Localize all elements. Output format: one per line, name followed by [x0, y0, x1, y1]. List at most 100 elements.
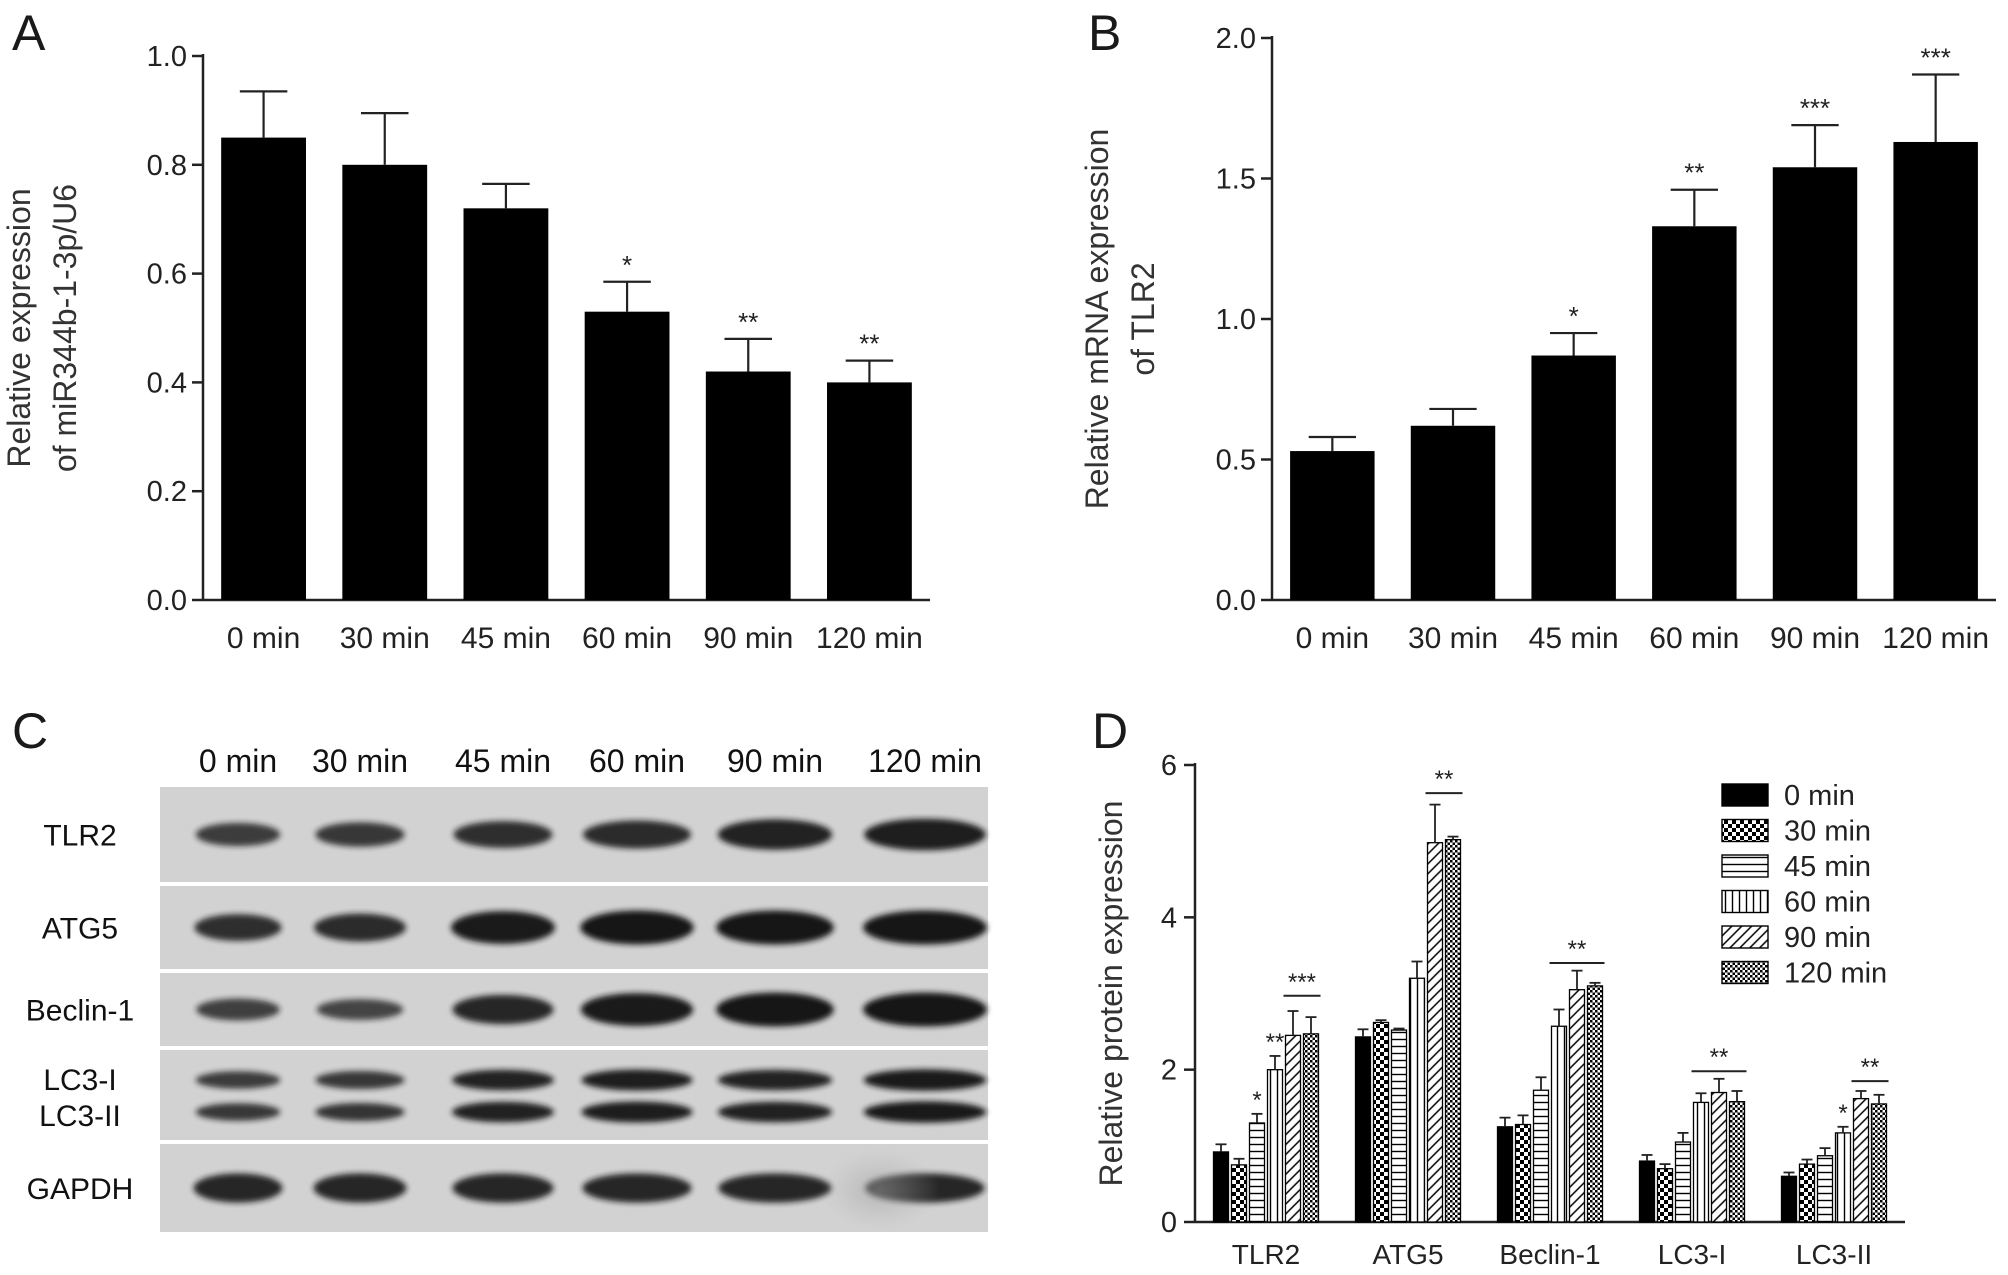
blot-band	[582, 1173, 692, 1203]
blot-band	[195, 1071, 281, 1089]
y-axis-label: of TLR2	[1125, 262, 1161, 375]
bar	[1410, 425, 1496, 600]
legend-swatch	[1721, 925, 1769, 949]
significance-label: *	[1838, 1100, 1847, 1127]
y-tick-label: 0.6	[147, 259, 187, 291]
panel-letter-a: A	[12, 5, 46, 61]
blot-band	[195, 822, 281, 847]
bar	[1372, 1021, 1390, 1223]
y-tick-label: 0	[1161, 1207, 1177, 1239]
x-tick-label: 90 min	[1770, 622, 1860, 655]
bar	[1230, 1164, 1248, 1223]
blot-strip	[160, 787, 988, 882]
significance-label: **	[1266, 1029, 1285, 1056]
blot-column-label: 120 min	[868, 743, 982, 779]
x-tick-label: 45 min	[461, 622, 551, 655]
y-axis-label: Relative mRNA expression	[1079, 129, 1115, 510]
bar	[1284, 1034, 1302, 1223]
blot-band	[453, 821, 553, 848]
y-tick-label: 2.0	[1216, 23, 1256, 55]
blot-stain	[820, 1148, 940, 1232]
significance-label: *	[1252, 1087, 1261, 1114]
blot-band	[863, 1069, 987, 1091]
y-axis-label: Relative expression	[1, 188, 37, 467]
blot-band	[863, 1101, 987, 1123]
blot-band	[193, 1173, 283, 1203]
blot-column-label: 0 min	[199, 743, 277, 779]
x-tick-label: 60 min	[582, 622, 672, 655]
y-tick-label: 0.5	[1216, 445, 1256, 477]
chart-d: 0 2 4 6 Relative protein expression TLR2 ATG5 B…	[1093, 750, 1905, 1270]
blot-band	[194, 914, 282, 941]
legend-label: 120 min	[1784, 958, 1887, 990]
panel-letter-c: C	[12, 703, 48, 759]
blot-row-label: Beclin-1	[26, 995, 134, 1028]
bar	[1834, 1132, 1852, 1223]
blot-band	[195, 1103, 281, 1121]
bar	[1728, 1101, 1746, 1223]
legend-label: 30 min	[1784, 816, 1871, 848]
blot-strip	[160, 886, 988, 969]
western-blot-c: 0 min 30 min 45 min 60 min 90 min 120 min TLR2…	[26, 743, 988, 1232]
bar	[1870, 1103, 1888, 1223]
blot-band	[452, 1069, 554, 1091]
x-tick-label: TLR2	[1232, 1239, 1300, 1270]
bar	[342, 164, 428, 601]
blot-band	[315, 1103, 405, 1121]
y-tick-label: 0.4	[147, 367, 187, 399]
bar	[705, 371, 791, 600]
y-tick-label: 1.5	[1216, 164, 1256, 196]
bar	[1444, 838, 1462, 1223]
bar	[1586, 985, 1604, 1223]
blot-band	[315, 1071, 405, 1089]
panel-letter-b: B	[1088, 5, 1121, 61]
y-tick-label: 4	[1161, 902, 1177, 934]
significance-label: **	[1568, 936, 1587, 963]
blot-row-label: GAPDH	[27, 1173, 134, 1206]
x-tick-label: 30 min	[340, 622, 430, 655]
blot-band	[581, 1101, 693, 1123]
significance-label: ***	[1288, 969, 1316, 996]
legend-swatch	[1721, 854, 1769, 878]
significance-label: *	[1569, 301, 1579, 331]
x-tick-label: 120 min	[816, 622, 923, 655]
legend-swatch	[1721, 960, 1769, 985]
bar	[1390, 1029, 1408, 1223]
bar	[1568, 989, 1586, 1223]
blot-row-label: ATG5	[42, 913, 118, 946]
bar	[584, 311, 670, 600]
significance-label: **	[1684, 158, 1704, 188]
bar	[463, 208, 549, 600]
blot-band	[863, 992, 987, 1027]
bar	[1798, 1163, 1816, 1223]
x-tick-label: LC3-I	[1658, 1239, 1726, 1270]
bar	[1514, 1123, 1532, 1223]
blot-strip	[160, 1050, 988, 1140]
bar	[1638, 1160, 1656, 1223]
y-tick-label: 1.0	[147, 41, 187, 73]
bar	[1674, 1141, 1692, 1223]
blot-band	[452, 1101, 554, 1123]
chart-b: 0.0 0.5 1.0 1.5 2.0 Relative mRNA expression o…	[1079, 23, 1996, 655]
blot-band	[452, 994, 554, 1025]
x-tick-label: 120 min	[1882, 622, 1989, 655]
x-tick-label: 90 min	[703, 622, 793, 655]
blot-strip	[160, 973, 988, 1046]
significance-label: ***	[1800, 93, 1830, 123]
bar	[1893, 141, 1978, 600]
legend-label: 90 min	[1784, 922, 1871, 954]
blot-band	[314, 913, 406, 942]
bar	[1302, 1033, 1320, 1223]
significance-label: **	[859, 329, 879, 359]
blot-band	[581, 1069, 693, 1091]
x-tick-label: ATG5	[1372, 1239, 1443, 1270]
significance-label: **	[738, 307, 758, 337]
blot-column-label: 30 min	[312, 743, 408, 779]
x-tick-label: 0 min	[227, 622, 300, 655]
bar	[1266, 1069, 1284, 1223]
y-tick-label: 0.8	[147, 150, 187, 182]
blot-band	[718, 1173, 832, 1203]
bar	[1816, 1155, 1834, 1223]
blot-band	[451, 911, 555, 944]
